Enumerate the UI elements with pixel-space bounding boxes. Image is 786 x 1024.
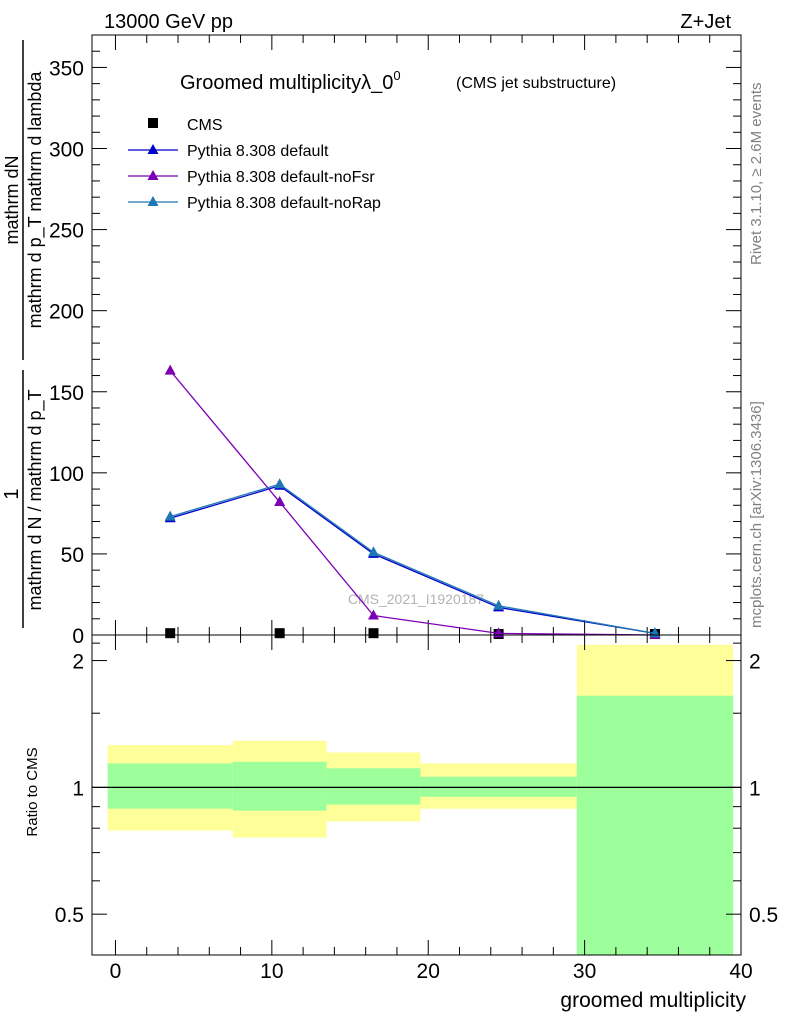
ratio-ylabel: Ratio to CMS — [24, 747, 41, 836]
legend-label: Pythia 8.308 default-noFsr — [187, 169, 375, 186]
plot-subtitle: (CMS jet substructure) — [456, 75, 616, 92]
ratio-ytick-label-right: 2 — [749, 651, 761, 674]
plot-title: Groomed multiplicityλ_00 — [180, 68, 401, 94]
data-point-triangle — [367, 546, 379, 557]
main-ytick-label: 300 — [49, 139, 84, 162]
ylabel-dn-dpt: mathrm d N / mathrm d p_T — [25, 389, 46, 610]
ratio-xtick-label: 10 — [260, 960, 283, 983]
ratio-band — [576, 644, 734, 955]
legend-item: Pythia 8.308 default-noRap — [128, 195, 381, 212]
ratio-xtick-label: 40 — [729, 960, 752, 983]
header-process-label: Z+Jet — [680, 11, 731, 33]
main-ytick-label: 100 — [49, 463, 84, 486]
main-ylabel: 1 mathrm d N / mathrm d p_T mathrm dN ma… — [1, 40, 46, 628]
series-pythia-8-308-default-norap — [164, 478, 661, 638]
ylabel-dn: mathrm dN — [2, 155, 22, 244]
legend-item: Pythia 8.308 default — [128, 143, 329, 160]
ratio-band-stat — [107, 763, 233, 809]
series-line — [170, 485, 656, 635]
ylabel-dpt-dlambda: mathrm d p_T mathrm d lambda — [25, 71, 46, 329]
legend-label: Pythia 8.308 default — [187, 143, 329, 160]
data-point-cms — [368, 628, 379, 639]
data-point-cms — [165, 628, 176, 639]
data-point-cms — [274, 628, 285, 639]
legend-label: Pythia 8.308 default-noRap — [187, 195, 381, 212]
data-point-triangle — [367, 609, 379, 620]
main-ytick-labels: 0 50 100 150 200 250 300 350 — [49, 57, 84, 648]
ratio-ytick-label: 2 — [72, 651, 84, 674]
ratio-xtick-label: 0 — [110, 960, 122, 983]
plot-title-main: Groomed multiplicityλ_0 — [180, 72, 393, 94]
ratio-ytick-label: 1 — [72, 777, 84, 800]
ratio-panel: 0.5 0.51 12 20 10 20 30 40 Ratio to CMS groomed… — [24, 634, 778, 1012]
ratio-xlabel: groomed multiplicity — [560, 989, 746, 1012]
series-line — [170, 483, 656, 635]
legend-marker-triangle — [147, 170, 159, 180]
ratio-band-stat — [576, 695, 734, 955]
main-ytick-label: 250 — [49, 220, 84, 243]
main-ytick-label: 200 — [49, 301, 84, 324]
ratio-ytick-label-right: 0.5 — [749, 904, 778, 927]
legend-item: Pythia 8.308 default-noFsr — [128, 169, 375, 186]
ratio-xtick-label: 20 — [417, 960, 440, 983]
ylabel-one: 1 — [1, 488, 23, 499]
series-cms — [165, 628, 660, 639]
legend-label: CMS — [187, 117, 223, 134]
ratio-band-stat — [326, 768, 421, 805]
main-ytick-label: 0 — [72, 625, 84, 648]
data-point-triangle — [274, 496, 286, 507]
ratio-band-stat — [420, 776, 577, 797]
ratio-ytick-label-right: 1 — [749, 777, 761, 800]
main-ytick-label: 150 — [49, 382, 84, 405]
ratio-bands — [107, 644, 734, 955]
ratio-band — [232, 740, 327, 838]
legend-item: CMS — [148, 117, 223, 134]
ratio-ticks: 0.5 0.51 12 20 10 20 30 40 — [55, 635, 778, 983]
main-series — [164, 364, 661, 639]
main-ytick-label: 350 — [49, 57, 84, 80]
data-point-triangle — [164, 364, 176, 375]
legend-marker-square — [148, 118, 158, 128]
ratio-band-stat — [232, 761, 327, 811]
series-pythia-8-308-default — [164, 479, 661, 638]
data-point-triangle — [493, 599, 505, 610]
ratio-ytick-label: 0.5 — [55, 904, 84, 927]
main-ytick-label: 50 — [61, 544, 84, 567]
data-point-triangle — [274, 478, 286, 489]
data-point-triangle — [164, 510, 176, 521]
main-ticks — [92, 35, 742, 636]
header-energy-label: 13000 GeV pp — [104, 11, 233, 33]
analysis-watermark: CMS_2021_I1920187 — [348, 591, 484, 607]
legend-marker-triangle — [147, 144, 159, 154]
legend: CMS Pythia 8.308 default Pythia 8.308 defa… — [128, 117, 381, 212]
ratio-xtick-label: 30 — [573, 960, 596, 983]
rivet-version-label: Rivet 3.1.10, ≥ 2.6M events — [748, 83, 765, 266]
mcplots-reference-label: mcplots.cern.ch [arXiv:1306.3436] — [748, 401, 765, 628]
plot-title-sup: 0 — [393, 68, 400, 83]
ratio-frame — [91, 634, 742, 956]
ratio-band — [420, 763, 577, 809]
legend-marker-triangle — [147, 196, 159, 206]
